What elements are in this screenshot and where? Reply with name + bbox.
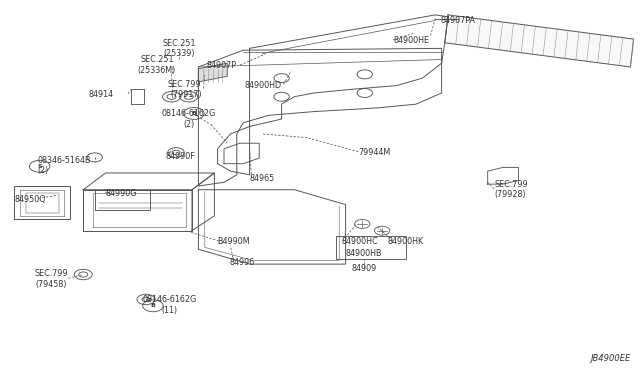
Text: 08346-5164B
(2): 08346-5164B (2) bbox=[37, 156, 91, 175]
Text: 08146-6162G
(2): 08146-6162G (2) bbox=[162, 109, 216, 129]
Text: 84996: 84996 bbox=[229, 258, 254, 267]
Text: 84965: 84965 bbox=[250, 174, 275, 183]
Text: SEC.251
(25336M): SEC.251 (25336M) bbox=[138, 55, 176, 75]
Text: 84900HC: 84900HC bbox=[341, 237, 378, 246]
Polygon shape bbox=[198, 63, 227, 82]
Text: 08146-6162G
(11): 08146-6162G (11) bbox=[143, 295, 196, 315]
Text: 84907P: 84907P bbox=[207, 61, 237, 70]
Text: 84900HD: 84900HD bbox=[244, 81, 282, 90]
Bar bbox=[336, 236, 406, 259]
Text: 84950Q: 84950Q bbox=[14, 195, 45, 203]
Text: 84900HB: 84900HB bbox=[346, 249, 383, 258]
Text: B: B bbox=[150, 303, 156, 308]
Text: 84990F: 84990F bbox=[165, 152, 195, 161]
Text: B4990M: B4990M bbox=[218, 237, 250, 246]
Text: 84990G: 84990G bbox=[106, 189, 137, 198]
Text: SEC.799
(79458): SEC.799 (79458) bbox=[35, 269, 68, 289]
Text: JB4900EE: JB4900EE bbox=[590, 354, 630, 363]
Text: SEC.799
(79917): SEC.799 (79917) bbox=[168, 80, 202, 99]
Text: 84900HE: 84900HE bbox=[394, 36, 429, 45]
Text: 84909: 84909 bbox=[351, 264, 377, 273]
Text: 84914: 84914 bbox=[89, 90, 114, 99]
Text: SEC.799
(79928): SEC.799 (79928) bbox=[494, 180, 528, 199]
Text: S: S bbox=[37, 164, 42, 169]
Text: 84900HK: 84900HK bbox=[387, 237, 423, 246]
Polygon shape bbox=[445, 15, 634, 67]
Text: 79944M: 79944M bbox=[358, 148, 390, 157]
Text: SEC.251
(25339): SEC.251 (25339) bbox=[163, 39, 196, 58]
Text: 84907PA: 84907PA bbox=[440, 16, 475, 25]
Text: B: B bbox=[191, 111, 196, 116]
